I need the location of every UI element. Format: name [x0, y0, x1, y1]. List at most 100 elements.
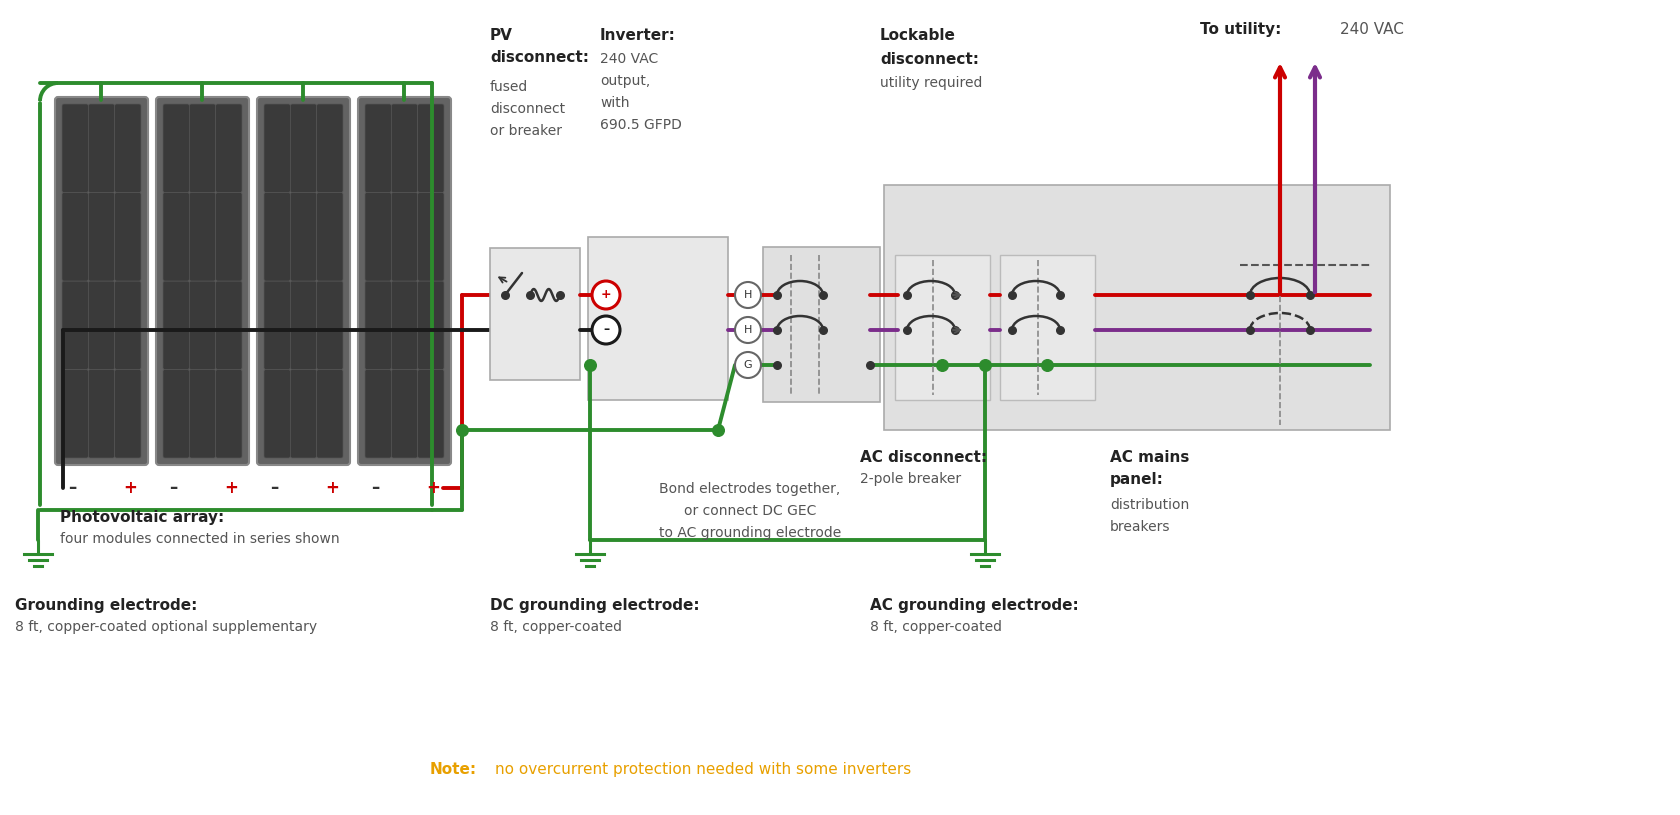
- Text: 240 VAC: 240 VAC: [600, 52, 659, 66]
- Point: [576, 359, 603, 372]
- Text: H: H: [743, 325, 751, 335]
- Circle shape: [734, 317, 761, 343]
- FancyBboxPatch shape: [257, 97, 349, 465]
- FancyBboxPatch shape: [291, 369, 316, 458]
- FancyBboxPatch shape: [215, 192, 242, 281]
- Text: –: –: [67, 479, 76, 497]
- Point: [1295, 289, 1322, 302]
- Text: panel:: panel:: [1109, 472, 1163, 487]
- Bar: [588, 237, 727, 400]
- Point: [810, 289, 837, 302]
- Text: AC mains: AC mains: [1109, 450, 1189, 465]
- FancyBboxPatch shape: [190, 192, 215, 281]
- FancyBboxPatch shape: [316, 281, 343, 369]
- Text: disconnect: disconnect: [489, 102, 564, 116]
- Bar: [894, 255, 990, 400]
- Point: [449, 424, 475, 437]
- Point: [1295, 324, 1322, 337]
- Point: [763, 324, 790, 337]
- FancyBboxPatch shape: [316, 192, 343, 281]
- FancyBboxPatch shape: [215, 281, 242, 369]
- FancyBboxPatch shape: [114, 369, 141, 458]
- Text: output,: output,: [600, 74, 650, 88]
- FancyBboxPatch shape: [163, 281, 190, 369]
- Bar: [763, 247, 879, 402]
- Text: AC disconnect:: AC disconnect:: [860, 450, 986, 465]
- FancyBboxPatch shape: [365, 192, 391, 281]
- Text: 8 ft, copper-coated optional supplementary: 8 ft, copper-coated optional supplementa…: [15, 620, 318, 634]
- Point: [971, 359, 998, 372]
- FancyBboxPatch shape: [89, 281, 114, 369]
- FancyBboxPatch shape: [417, 192, 444, 281]
- Point: [998, 289, 1025, 302]
- Circle shape: [734, 282, 761, 308]
- Text: no overcurrent protection needed with some inverters: no overcurrent protection needed with so…: [494, 762, 911, 777]
- Text: utility required: utility required: [879, 76, 981, 90]
- Circle shape: [734, 352, 761, 378]
- FancyBboxPatch shape: [190, 104, 215, 192]
- Text: four modules connected in series shown: four modules connected in series shown: [60, 532, 339, 546]
- Text: to AC grounding electrode: to AC grounding electrode: [659, 526, 840, 540]
- FancyBboxPatch shape: [417, 369, 444, 458]
- Bar: [884, 185, 1389, 430]
- FancyBboxPatch shape: [62, 369, 89, 458]
- FancyBboxPatch shape: [215, 104, 242, 192]
- Text: distribution: distribution: [1109, 498, 1188, 512]
- Point: [810, 324, 837, 337]
- FancyBboxPatch shape: [264, 369, 291, 458]
- FancyBboxPatch shape: [114, 104, 141, 192]
- Text: Inverter:: Inverter:: [600, 28, 675, 43]
- Point: [941, 324, 968, 337]
- FancyBboxPatch shape: [391, 281, 417, 369]
- Text: +: +: [600, 289, 612, 302]
- Point: [927, 359, 954, 372]
- FancyBboxPatch shape: [62, 281, 89, 369]
- FancyBboxPatch shape: [163, 369, 190, 458]
- FancyBboxPatch shape: [114, 192, 141, 281]
- FancyBboxPatch shape: [316, 369, 343, 458]
- FancyBboxPatch shape: [365, 281, 391, 369]
- Text: +: +: [324, 479, 339, 497]
- Text: –: –: [371, 479, 380, 497]
- FancyBboxPatch shape: [264, 104, 291, 192]
- Text: +: +: [425, 479, 440, 497]
- Text: –: –: [168, 479, 176, 497]
- FancyBboxPatch shape: [156, 97, 249, 465]
- Text: 690.5 GFPD: 690.5 GFPD: [600, 118, 682, 132]
- FancyBboxPatch shape: [190, 369, 215, 458]
- FancyBboxPatch shape: [62, 104, 89, 192]
- Point: [546, 289, 573, 302]
- Circle shape: [591, 281, 620, 309]
- Point: [1047, 324, 1074, 337]
- Text: Bond electrodes together,: Bond electrodes together,: [659, 482, 840, 496]
- Text: G: G: [743, 360, 753, 370]
- FancyBboxPatch shape: [89, 192, 114, 281]
- Text: with: with: [600, 96, 628, 110]
- Text: 8 ft, copper-coated: 8 ft, copper-coated: [489, 620, 622, 634]
- FancyBboxPatch shape: [391, 104, 417, 192]
- FancyBboxPatch shape: [55, 97, 148, 465]
- Text: To utility:: To utility:: [1200, 22, 1280, 37]
- Point: [491, 289, 517, 302]
- FancyBboxPatch shape: [365, 369, 391, 458]
- FancyBboxPatch shape: [190, 281, 215, 369]
- Text: 240 VAC: 240 VAC: [1339, 22, 1403, 37]
- Text: Lockable: Lockable: [879, 28, 956, 43]
- FancyBboxPatch shape: [316, 104, 343, 192]
- Bar: [489, 248, 580, 380]
- Text: +: +: [223, 479, 239, 497]
- FancyBboxPatch shape: [264, 281, 291, 369]
- Text: H: H: [743, 290, 751, 300]
- FancyBboxPatch shape: [163, 192, 190, 281]
- FancyBboxPatch shape: [291, 281, 316, 369]
- Text: AC grounding electrode:: AC grounding electrode:: [870, 598, 1079, 613]
- Point: [998, 324, 1025, 337]
- Text: Grounding electrode:: Grounding electrode:: [15, 598, 197, 613]
- FancyBboxPatch shape: [89, 369, 114, 458]
- Text: fused: fused: [489, 80, 528, 94]
- Point: [894, 324, 921, 337]
- FancyBboxPatch shape: [391, 369, 417, 458]
- Text: Photovoltaic array:: Photovoltaic array:: [60, 510, 223, 525]
- FancyBboxPatch shape: [114, 281, 141, 369]
- Text: or breaker: or breaker: [489, 124, 561, 138]
